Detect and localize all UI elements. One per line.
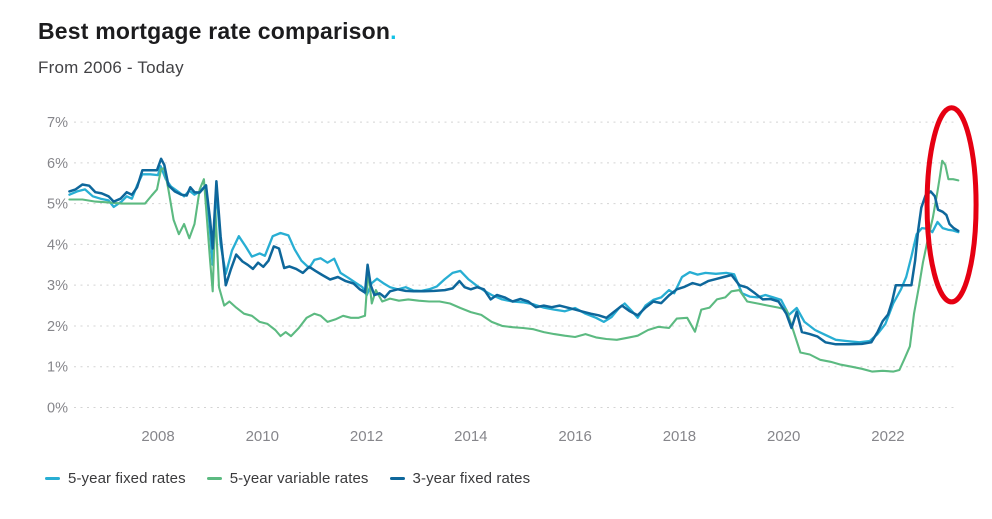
chart-header: Best mortgage rate comparison. From 2006… (38, 18, 397, 78)
legend-swatch-5-year-variable (206, 477, 222, 480)
legend-item-3-year-fixed: 3-year fixed rates (389, 470, 531, 487)
y-axis-label: 1% (47, 360, 68, 376)
x-axis-label: 2018 (663, 428, 696, 445)
y-axis-label: 5% (47, 197, 68, 213)
y-axis-label: 6% (47, 156, 68, 172)
legend-label-5-year-fixed: 5-year fixed rates (68, 470, 186, 487)
legend-label-3-year-fixed: 3-year fixed rates (412, 470, 531, 487)
x-axis-label: 2010 (246, 428, 279, 445)
chart-subtitle: From 2006 - Today (38, 57, 184, 77)
title-accent-dot: . (390, 18, 397, 44)
series-line-5-year-fixed-rates (68, 164, 960, 344)
y-axis-label: 3% (47, 278, 68, 294)
y-axis-label: 7% (47, 115, 68, 131)
x-axis-label: 2012 (350, 428, 383, 445)
chart-legend: 5-year fixed rates 5-year variable rates… (45, 470, 530, 487)
y-axis-label: 2% (47, 319, 68, 335)
page-title: Best mortgage rate comparison. (38, 18, 397, 46)
series-line-5-year-variable-rates (68, 159, 960, 373)
x-axis-label: 2008 (141, 428, 174, 445)
x-axis-label: 2016 (558, 428, 591, 445)
mortgage-rate-line-chart: 7% 6% 5% 4% 3% 2% 1% 0% 2008 2010 2012 2014 2016 2018… (47, 105, 979, 445)
highlight-ellipse (924, 105, 979, 305)
y-axis-label: 0% (47, 401, 68, 417)
legend-item-5-year-fixed: 5-year fixed rates (45, 470, 186, 487)
legend-swatch-5-year-fixed (45, 477, 60, 480)
page-title-text: Best mortgage rate comparison (38, 18, 391, 44)
x-axis-label: 2020 (767, 428, 800, 445)
x-axis-label: 2022 (871, 428, 904, 445)
legend-item-5-year-variable: 5-year variable rates (206, 470, 369, 487)
series-line-3-year-fixed-rates (68, 157, 960, 346)
x-axis-label: 2014 (454, 428, 487, 445)
legend-label-5-year-variable: 5-year variable rates (229, 470, 369, 487)
legend-swatch-3-year-fixed (389, 477, 405, 480)
y-axis-label: 4% (47, 237, 68, 253)
